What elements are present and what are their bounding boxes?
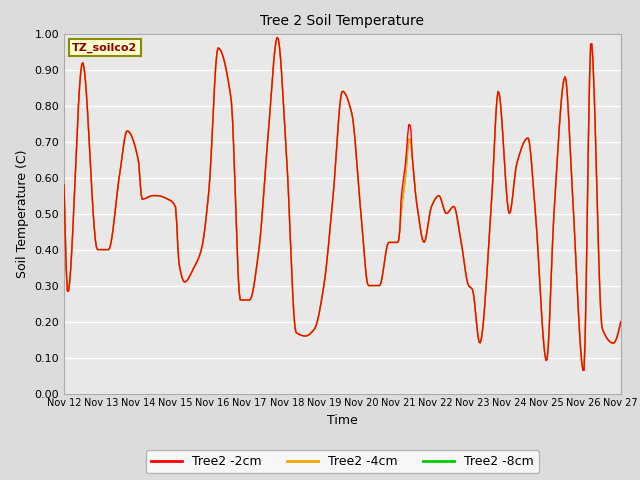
X-axis label: Time: Time: [327, 414, 358, 427]
Text: TZ_soilco2: TZ_soilco2: [72, 43, 138, 53]
Y-axis label: Soil Temperature (C): Soil Temperature (C): [16, 149, 29, 278]
Legend: Tree2 -2cm, Tree2 -4cm, Tree2 -8cm: Tree2 -2cm, Tree2 -4cm, Tree2 -8cm: [146, 450, 539, 473]
Title: Tree 2 Soil Temperature: Tree 2 Soil Temperature: [260, 14, 424, 28]
